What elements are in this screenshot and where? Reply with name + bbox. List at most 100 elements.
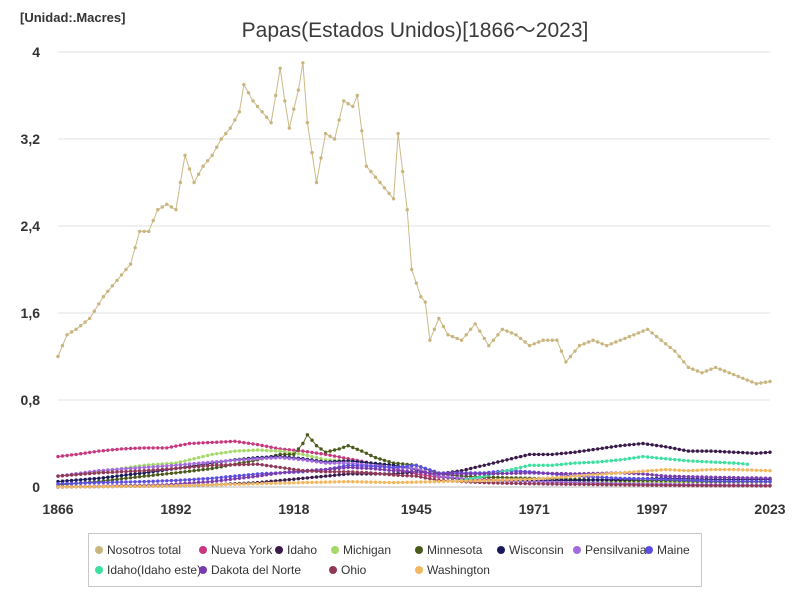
legend-item: Michigan bbox=[331, 543, 391, 557]
data-point bbox=[60, 474, 65, 478]
data-point bbox=[609, 445, 613, 449]
data-point bbox=[709, 479, 713, 483]
data-point bbox=[750, 484, 754, 488]
data-point bbox=[382, 472, 387, 476]
data-point bbox=[700, 479, 704, 483]
data-point bbox=[310, 454, 314, 459]
data-point bbox=[292, 452, 296, 457]
data-point bbox=[668, 483, 672, 488]
data-point bbox=[110, 284, 115, 288]
data-point bbox=[623, 470, 627, 475]
data-point bbox=[532, 477, 536, 481]
data-point bbox=[224, 131, 228, 136]
data-point bbox=[759, 451, 763, 455]
data-point bbox=[301, 458, 305, 462]
data-point bbox=[332, 448, 337, 452]
data-point bbox=[596, 472, 600, 477]
data-point bbox=[654, 468, 659, 472]
data-point bbox=[178, 466, 183, 470]
data-point bbox=[645, 442, 650, 446]
data-point bbox=[160, 484, 164, 488]
data-point bbox=[274, 93, 278, 98]
data-point bbox=[500, 475, 505, 480]
data-point bbox=[346, 102, 350, 106]
data-point bbox=[428, 471, 432, 475]
data-point bbox=[664, 445, 668, 449]
data-point bbox=[537, 452, 541, 457]
data-point bbox=[124, 469, 128, 474]
data-point bbox=[473, 476, 477, 480]
data-point bbox=[79, 481, 83, 485]
data-point bbox=[505, 481, 509, 485]
data-point bbox=[88, 450, 92, 455]
data-point bbox=[609, 459, 613, 463]
y-tick-label: 3,2 bbox=[21, 131, 41, 147]
data-point bbox=[115, 480, 119, 484]
data-point bbox=[310, 438, 314, 442]
data-point bbox=[473, 465, 477, 470]
data-point bbox=[269, 445, 273, 449]
data-point bbox=[137, 475, 142, 479]
data-point bbox=[605, 475, 609, 480]
data-point bbox=[700, 468, 704, 472]
data-point bbox=[568, 482, 573, 486]
data-point bbox=[133, 466, 137, 470]
legend-label: Dakota del Norte bbox=[211, 563, 302, 577]
data-point bbox=[673, 468, 677, 472]
data-point bbox=[741, 468, 745, 472]
data-point bbox=[165, 472, 169, 476]
data-point bbox=[119, 470, 124, 474]
data-point bbox=[564, 360, 568, 364]
data-point bbox=[763, 450, 768, 455]
data-point bbox=[183, 470, 187, 474]
data-point bbox=[514, 333, 518, 337]
data-point bbox=[115, 447, 119, 452]
data-point bbox=[319, 452, 323, 456]
data-point bbox=[69, 485, 74, 489]
data-point bbox=[559, 451, 564, 456]
data-point bbox=[668, 457, 672, 461]
data-point bbox=[314, 444, 319, 448]
data-point bbox=[165, 484, 169, 488]
data-point bbox=[106, 475, 110, 479]
data-point bbox=[732, 461, 736, 465]
data-point bbox=[369, 466, 373, 471]
data-point bbox=[196, 483, 201, 487]
data-point bbox=[355, 480, 359, 484]
legend-marker bbox=[329, 565, 337, 574]
data-point bbox=[165, 467, 169, 471]
data-point bbox=[296, 481, 301, 485]
data-point bbox=[555, 463, 559, 467]
data-point bbox=[518, 481, 523, 486]
data-point bbox=[605, 483, 609, 487]
data-point bbox=[228, 126, 232, 130]
data-point bbox=[573, 450, 577, 454]
data-point bbox=[69, 330, 74, 334]
data-point bbox=[636, 442, 641, 446]
data-point bbox=[627, 456, 632, 461]
data-point bbox=[677, 468, 681, 472]
data-point bbox=[296, 447, 301, 451]
data-point bbox=[391, 480, 396, 485]
data-point bbox=[509, 478, 514, 482]
data-point bbox=[201, 164, 205, 168]
data-point bbox=[659, 483, 663, 487]
data-point bbox=[745, 468, 749, 472]
data-point bbox=[704, 449, 709, 453]
data-point bbox=[174, 478, 178, 483]
data-point bbox=[378, 180, 382, 185]
data-point bbox=[410, 469, 414, 474]
data-point bbox=[260, 110, 264, 114]
data-point bbox=[709, 467, 713, 472]
data-point bbox=[482, 478, 486, 483]
data-point bbox=[364, 164, 369, 168]
data-point bbox=[342, 466, 346, 470]
data-point bbox=[219, 451, 223, 455]
data-point bbox=[618, 444, 622, 448]
data-point bbox=[319, 457, 323, 461]
data-point bbox=[233, 482, 237, 486]
data-point bbox=[564, 462, 568, 466]
data-point bbox=[605, 472, 609, 476]
data-point bbox=[260, 481, 264, 486]
data-point bbox=[301, 449, 305, 453]
